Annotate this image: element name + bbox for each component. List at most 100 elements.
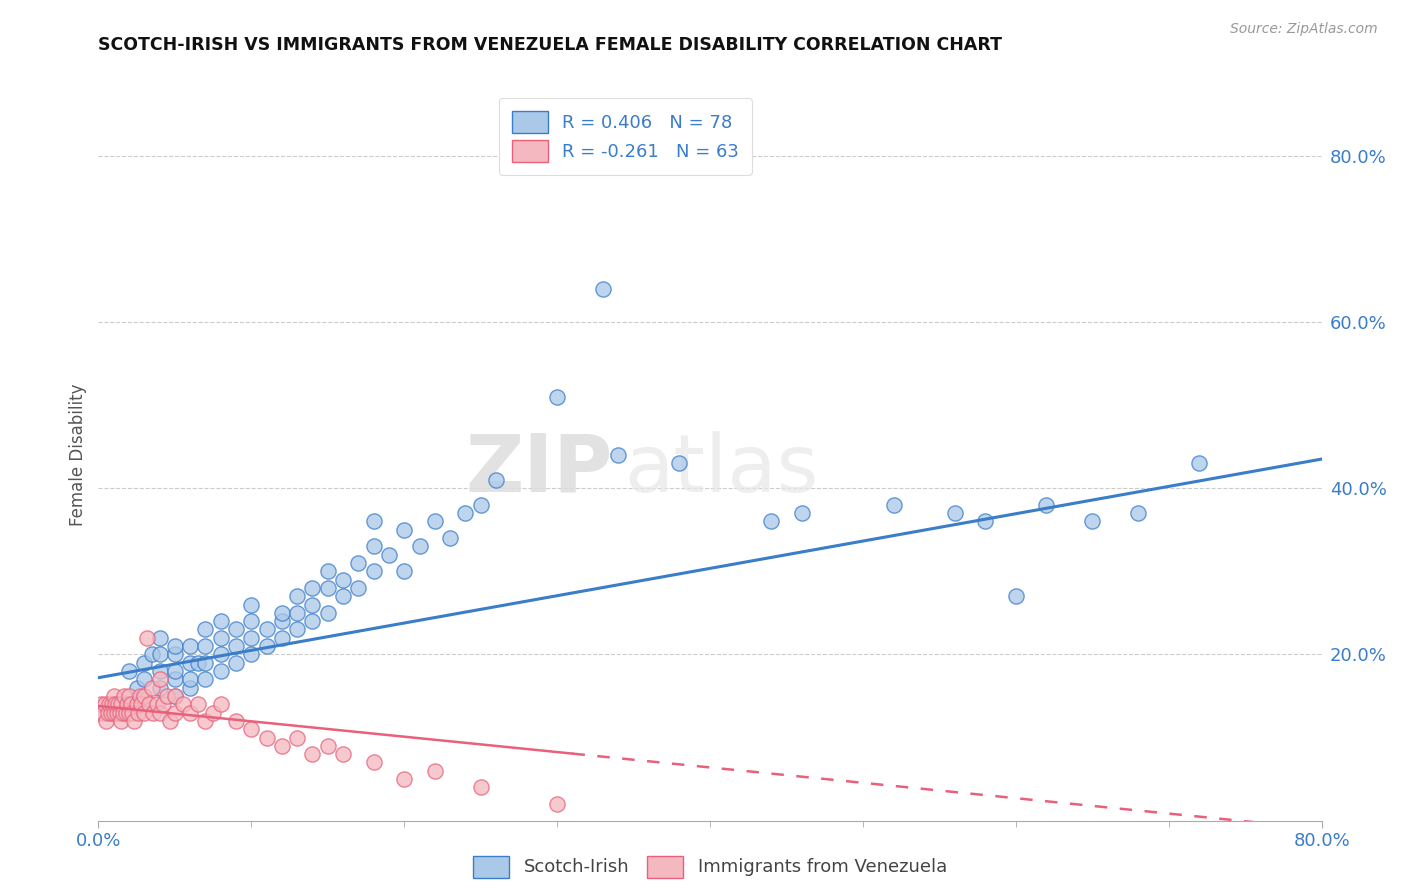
Point: [607, 448, 630, 462]
Point: [134, 673, 156, 687]
Text: SCOTCH-IRISH VS IMMIGRANTS FROM VENEZUELA FEMALE DISABILITY CORRELATION CHART: SCOTCH-IRISH VS IMMIGRANTS FROM VENEZUEL…: [98, 36, 1002, 54]
Text: ZIP: ZIP: [465, 431, 612, 508]
Point: [149, 673, 172, 687]
Point: [301, 747, 323, 761]
Y-axis label: Female Disability: Female Disability: [69, 384, 87, 526]
Point: [103, 689, 125, 703]
Point: [103, 706, 125, 720]
Point: [163, 689, 186, 703]
Point: [138, 698, 160, 712]
Point: [141, 648, 163, 662]
Point: [285, 623, 308, 637]
Point: [347, 556, 370, 570]
Point: [546, 797, 568, 811]
Point: [316, 739, 339, 753]
Point: [110, 714, 132, 728]
Point: [790, 506, 813, 520]
Point: [108, 706, 131, 720]
Point: [149, 648, 172, 662]
Point: [392, 564, 416, 578]
Point: [209, 698, 232, 712]
Point: [270, 631, 292, 645]
Point: [142, 706, 165, 720]
Point: [163, 664, 186, 678]
Point: [194, 656, 217, 670]
Point: [149, 681, 172, 695]
Point: [98, 698, 121, 712]
Point: [134, 689, 156, 703]
Point: [347, 581, 370, 595]
Point: [316, 581, 339, 595]
Point: [104, 698, 127, 712]
Point: [163, 648, 186, 662]
Point: [149, 706, 172, 720]
Point: [301, 614, 323, 628]
Point: [240, 723, 263, 737]
Point: [194, 714, 217, 728]
Point: [194, 623, 217, 637]
Point: [209, 614, 232, 628]
Point: [454, 506, 477, 520]
Point: [128, 689, 150, 703]
Point: [179, 639, 201, 653]
Point: [209, 648, 232, 662]
Point: [129, 698, 152, 712]
Point: [118, 706, 141, 720]
Point: [378, 548, 401, 562]
Point: [149, 664, 172, 678]
Point: [159, 714, 181, 728]
Point: [240, 631, 263, 645]
Point: [270, 739, 292, 753]
Point: [163, 689, 186, 703]
Point: [136, 631, 159, 645]
Point: [423, 764, 446, 778]
Text: Source: ZipAtlas.com: Source: ZipAtlas.com: [1230, 22, 1378, 37]
Point: [90, 698, 112, 712]
Point: [974, 515, 997, 529]
Point: [125, 698, 148, 712]
Point: [149, 631, 172, 645]
Point: [943, 506, 966, 520]
Point: [94, 714, 117, 728]
Point: [270, 606, 292, 620]
Legend: Scotch-Irish, Immigrants from Venezuela: Scotch-Irish, Immigrants from Venezuela: [465, 848, 955, 885]
Point: [592, 282, 614, 296]
Point: [179, 706, 201, 720]
Point: [93, 698, 115, 712]
Point: [163, 639, 186, 653]
Point: [392, 523, 416, 537]
Point: [285, 589, 308, 603]
Point: [134, 656, 156, 670]
Point: [202, 706, 225, 720]
Point: [285, 731, 308, 745]
Point: [117, 698, 139, 712]
Point: [111, 706, 134, 720]
Point: [179, 656, 201, 670]
Point: [163, 706, 186, 720]
Point: [115, 706, 138, 720]
Point: [156, 689, 179, 703]
Point: [485, 473, 508, 487]
Point: [145, 698, 167, 712]
Point: [332, 589, 354, 603]
Point: [316, 606, 339, 620]
Point: [127, 706, 149, 720]
Point: [270, 614, 292, 628]
Point: [163, 673, 186, 687]
Point: [112, 689, 135, 703]
Point: [121, 706, 143, 720]
Point: [100, 706, 122, 720]
Point: [668, 456, 690, 470]
Point: [332, 747, 354, 761]
Point: [87, 706, 110, 720]
Point: [225, 639, 247, 653]
Point: [240, 648, 263, 662]
Point: [118, 689, 141, 703]
Point: [301, 581, 323, 595]
Point: [240, 598, 263, 612]
Point: [187, 656, 209, 670]
Point: [1128, 506, 1150, 520]
Point: [256, 639, 278, 653]
Point: [256, 731, 278, 745]
Point: [1004, 589, 1026, 603]
